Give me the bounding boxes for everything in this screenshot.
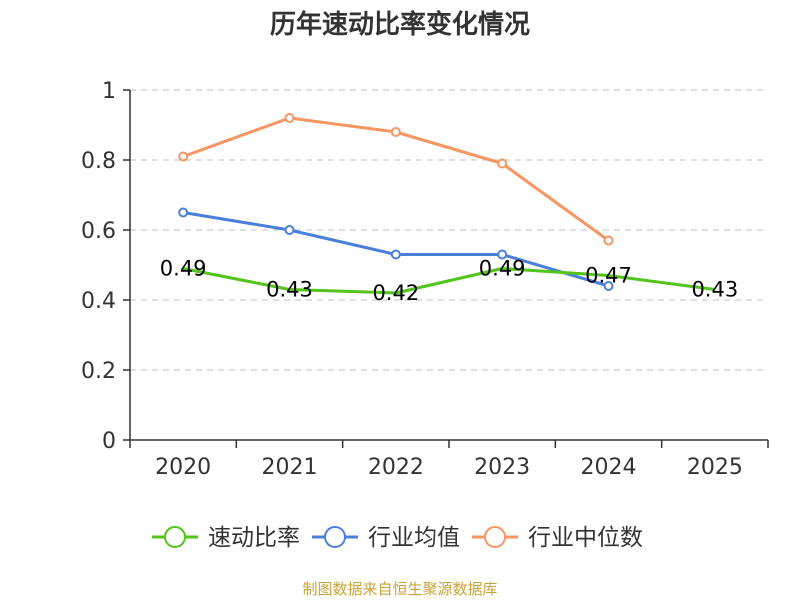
y-tick-label: 0.2 [81, 359, 116, 384]
legend-label: 行业中位数 [528, 525, 643, 551]
legend-item[interactable]: 速动比率 [152, 525, 300, 551]
data-label: 0.49 [479, 257, 526, 281]
legend-item[interactable]: 行业中位数 [472, 525, 643, 551]
legend-swatch-marker [164, 526, 186, 548]
data-label: 0.43 [691, 278, 738, 302]
data-label: 0.43 [266, 278, 313, 302]
x-tick-label: 2024 [581, 455, 637, 480]
y-tick-label: 0.8 [81, 149, 116, 174]
data-labels: 0.49 0.43 0.42 0.49 0.47 0.43 [160, 257, 738, 306]
legend-item[interactable]: 行业均值 [312, 525, 460, 551]
data-label: 0.49 [160, 257, 207, 281]
x-tick-label: 2020 [155, 455, 211, 480]
y-tick-label: 0 [102, 429, 116, 454]
legend-label: 行业均值 [368, 525, 460, 551]
x-tick-label: 2022 [368, 455, 424, 480]
chart-title: 历年速动比率变化情况 [270, 9, 530, 40]
series-point [284, 225, 295, 235]
series-point [603, 235, 614, 246]
y-tick-label: 0.6 [81, 219, 116, 244]
x-tick-label: 2025 [687, 455, 743, 480]
series [178, 113, 716, 295]
source-note: 制图数据来自恒生聚源数据库 [302, 580, 497, 598]
x-tick-label: 2021 [262, 455, 318, 480]
data-label: 0.47 [585, 264, 632, 288]
legend-swatch-marker [484, 526, 506, 548]
legend: 速动比率 行业均值 行业中位数 [152, 525, 643, 551]
series-line [182, 211, 609, 288]
axes: 0 0.2 0.4 0.6 0.8 1 2020 2021 2022 2023 2024 2025 [81, 79, 769, 480]
series-point [497, 249, 508, 260]
y-tick-label: 0.4 [81, 289, 116, 314]
series-line [182, 267, 716, 295]
series-point [284, 113, 295, 123]
legend-swatch-marker [324, 526, 346, 548]
series-point [497, 158, 508, 169]
x-tick-label: 2023 [474, 455, 530, 480]
series-point [178, 151, 189, 162]
grid [130, 89, 768, 371]
series-point [390, 249, 401, 260]
series-point [390, 127, 401, 137]
legend-label: 速动比率 [208, 525, 300, 551]
data-label: 0.42 [372, 281, 419, 305]
y-tick-label: 1 [102, 79, 116, 104]
series-point [178, 207, 189, 218]
series-point [603, 281, 614, 291]
